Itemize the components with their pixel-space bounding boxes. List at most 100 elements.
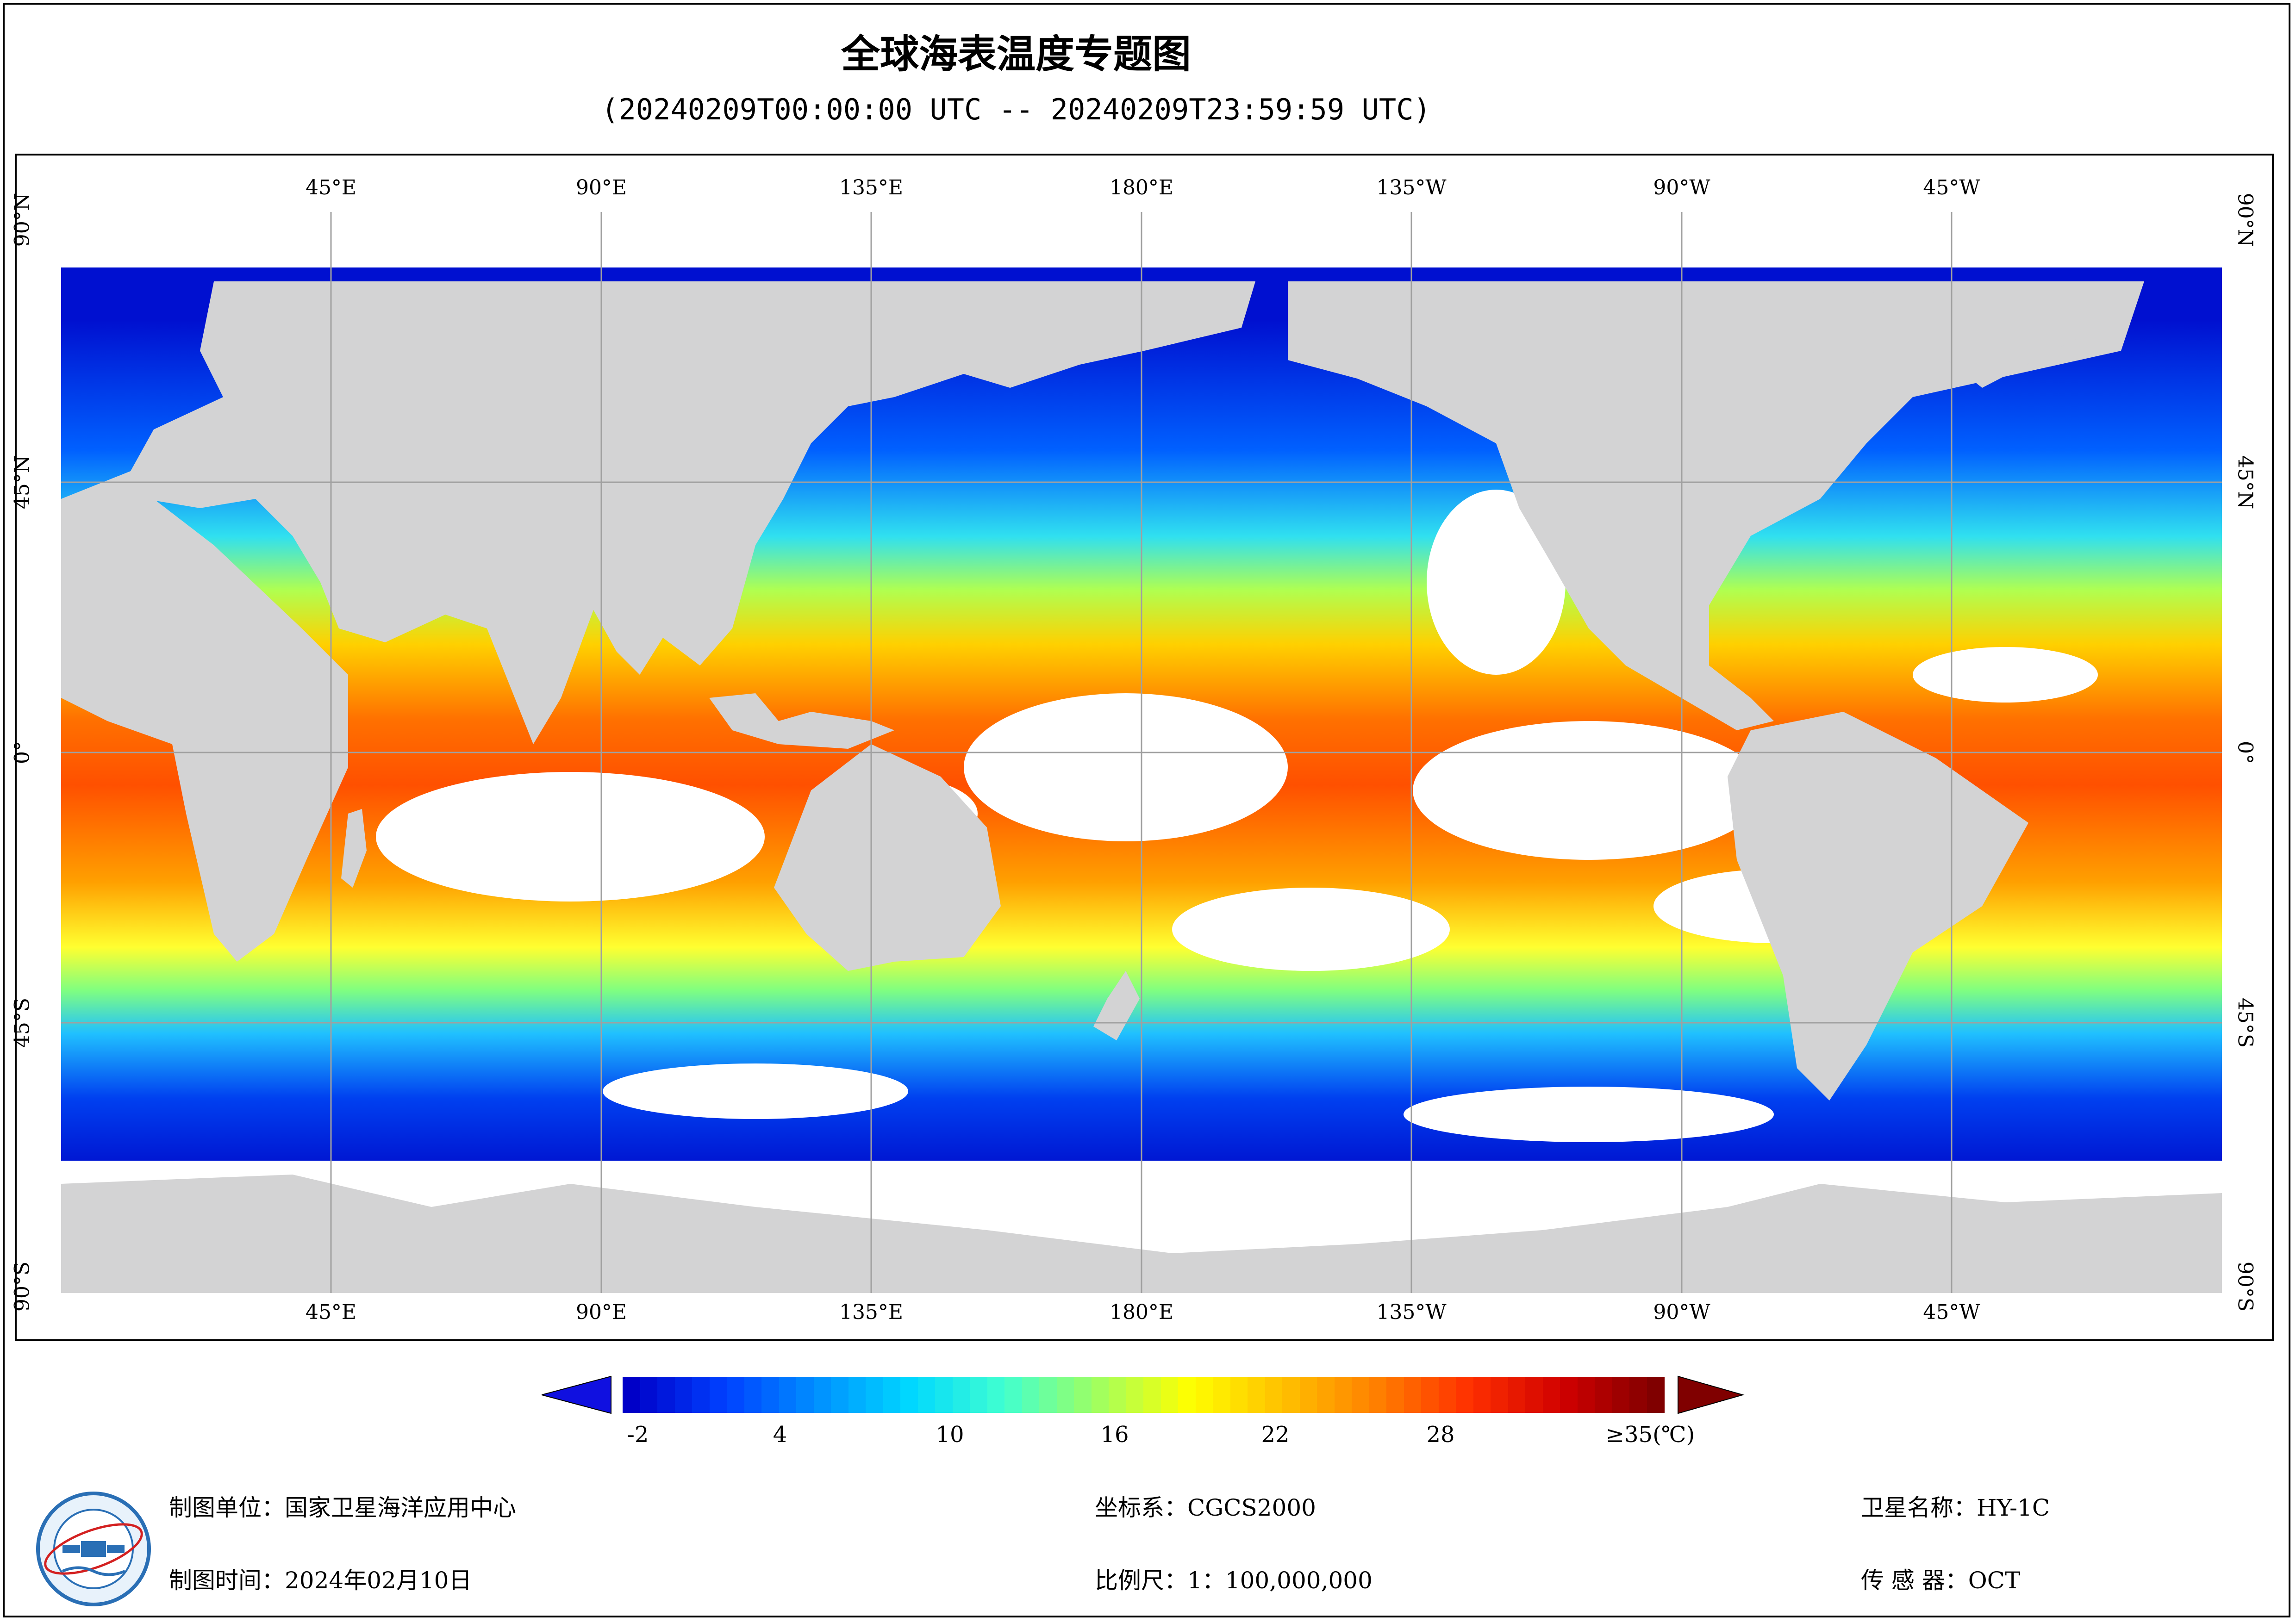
colorbar-segment — [1647, 1377, 1665, 1413]
colorbar-segment — [1473, 1377, 1491, 1413]
footer-scale: 比例尺：1：100,000,000 — [1095, 1567, 1373, 1594]
colorbar-segment — [1352, 1377, 1370, 1413]
colorbar-segment — [657, 1377, 675, 1413]
colorbar-segment — [1542, 1377, 1560, 1413]
sst-map[interactable] — [61, 212, 2222, 1293]
lat-label-right: 45°S — [2233, 997, 2257, 1048]
colorbar-segment — [883, 1377, 901, 1413]
lat-label-right: 90°S — [2233, 1261, 2257, 1312]
colorbar-segment — [1491, 1377, 1509, 1413]
lon-label-top: 45°W — [1923, 176, 1980, 199]
lon-label-top: 180°E — [1109, 176, 1174, 199]
lon-label-bottom: 45°W — [1923, 1300, 1980, 1324]
map-frame — [15, 154, 2274, 1341]
colorbar — [623, 1377, 1665, 1413]
map-subtitle: (20240209T00:00:00 UTC -- 20240209T23:59… — [601, 93, 1431, 126]
colorbar-segment — [623, 1377, 641, 1413]
colorbar-segment — [1195, 1377, 1213, 1413]
colorbar-segment — [1560, 1377, 1578, 1413]
graticule — [61, 212, 2222, 1293]
colorbar-segment — [796, 1377, 814, 1413]
colorbar-segment — [1248, 1377, 1266, 1413]
colorbar-segment — [1126, 1377, 1144, 1413]
lon-label-bottom: 135°W — [1376, 1300, 1447, 1324]
lon-label-bottom: 90°E — [575, 1300, 627, 1324]
colorbar-tick-label: 22 — [1261, 1422, 1290, 1448]
colorbar-segment — [1508, 1377, 1526, 1413]
map-title: 全球海表温度专题图 — [841, 31, 1191, 77]
colorbar-segment — [1421, 1377, 1439, 1413]
colorbar-segment — [1595, 1377, 1613, 1413]
land-greenland — [1866, 281, 2144, 388]
nsoas-logo-icon — [36, 1492, 151, 1606]
colorbar-segment — [1178, 1377, 1196, 1413]
colorbar-segment — [1265, 1377, 1283, 1413]
colorbar-segment — [1438, 1377, 1456, 1413]
lon-label-top: 45°E — [305, 176, 357, 199]
lat-label-right: 0° — [2233, 741, 2257, 764]
colorbar-segment — [1074, 1377, 1092, 1413]
lon-label-top: 90°W — [1653, 176, 1710, 199]
lat-label-right: 90°N — [2233, 193, 2257, 247]
colorbar-segment — [1230, 1377, 1248, 1413]
colorbar-tick-label: 4 — [773, 1422, 787, 1448]
page-border — [3, 3, 2290, 1617]
land-maritime-se-asia — [709, 693, 894, 749]
colorbar-segment — [1334, 1377, 1352, 1413]
lon-label-top: 135°W — [1376, 176, 1447, 199]
lat-label-left: 90°N — [10, 193, 34, 247]
colorbar-segment — [970, 1377, 988, 1413]
land-madagascar — [341, 809, 367, 888]
colorbar-segment — [1282, 1377, 1300, 1413]
colorbar-segment — [1039, 1377, 1057, 1413]
colorbar-segment — [1404, 1377, 1422, 1413]
colorbar-segment — [987, 1377, 1005, 1413]
land-eurasia — [131, 281, 1255, 744]
lon-label-bottom: 180°E — [1109, 1300, 1174, 1324]
colorbar-segment — [1299, 1377, 1317, 1413]
colorbar-segment — [1612, 1377, 1630, 1413]
colorbar-segment — [1629, 1377, 1647, 1413]
colorbar-segment — [1386, 1377, 1404, 1413]
lat-label-left: 0° — [10, 741, 34, 764]
lon-label-bottom: 135°E — [839, 1300, 904, 1324]
colorbar-segment — [1456, 1377, 1474, 1413]
colorbar-tick-label: ≥35(℃) — [1605, 1422, 1695, 1448]
lat-label-left: 45°N — [10, 455, 34, 510]
colorbar-segment — [831, 1377, 849, 1413]
lon-label-top: 135°E — [839, 176, 904, 199]
land-australia — [774, 744, 1001, 971]
land-south-america — [1728, 712, 2028, 1101]
footer-satellite: 卫星名称：HY-1C — [1861, 1494, 2050, 1521]
colorbar-segment — [640, 1377, 658, 1413]
colorbar-segment — [1160, 1377, 1179, 1413]
colorbar-segment — [709, 1377, 727, 1413]
footer-sensor: 传 感 器：OCT — [1861, 1567, 2021, 1594]
lon-label-bottom: 90°W — [1653, 1300, 1710, 1324]
land-africa — [61, 471, 348, 962]
colorbar-segment — [779, 1377, 797, 1413]
lat-label-left: 90°S — [10, 1261, 34, 1312]
lon-label-top: 90°E — [575, 176, 627, 199]
colorbar-segment — [1317, 1377, 1335, 1413]
colorbar-segment — [952, 1377, 970, 1413]
colorbar-segment — [1143, 1377, 1161, 1413]
colorbar-segment — [1022, 1377, 1040, 1413]
colorbar-min-arrow — [542, 1375, 611, 1414]
colorbar-segment — [848, 1377, 866, 1413]
lat-label-left: 45°S — [10, 997, 34, 1048]
colorbar-max-arrow — [1678, 1375, 1745, 1414]
colorbar-tick-label: 10 — [936, 1422, 964, 1448]
colorbar-segment — [813, 1377, 831, 1413]
footer-crs: 坐标系：CGCS2000 — [1095, 1494, 1316, 1521]
colorbar-segment — [1577, 1377, 1595, 1413]
colorbar-segment — [1109, 1377, 1127, 1413]
colorbar-tick-label: 28 — [1426, 1422, 1455, 1448]
colorbar-segment — [1213, 1377, 1231, 1413]
colorbar-segment — [674, 1377, 693, 1413]
colorbar-segment — [1525, 1377, 1543, 1413]
colorbar-tick-label: 16 — [1100, 1422, 1129, 1448]
colorbar-segment — [1004, 1377, 1023, 1413]
footer-organization: 制图单位：国家卫星海洋应用中心 — [169, 1494, 516, 1521]
colorbar-segment — [744, 1377, 762, 1413]
